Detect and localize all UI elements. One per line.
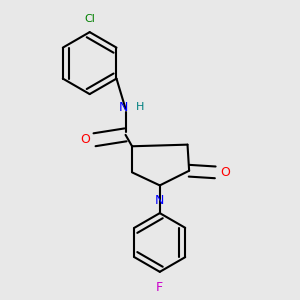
Text: O: O <box>220 166 230 179</box>
Text: H: H <box>136 102 144 112</box>
Text: O: O <box>80 133 90 146</box>
Text: N: N <box>119 100 129 114</box>
Text: N: N <box>155 194 164 207</box>
Text: Cl: Cl <box>84 14 95 24</box>
Text: F: F <box>156 281 163 294</box>
